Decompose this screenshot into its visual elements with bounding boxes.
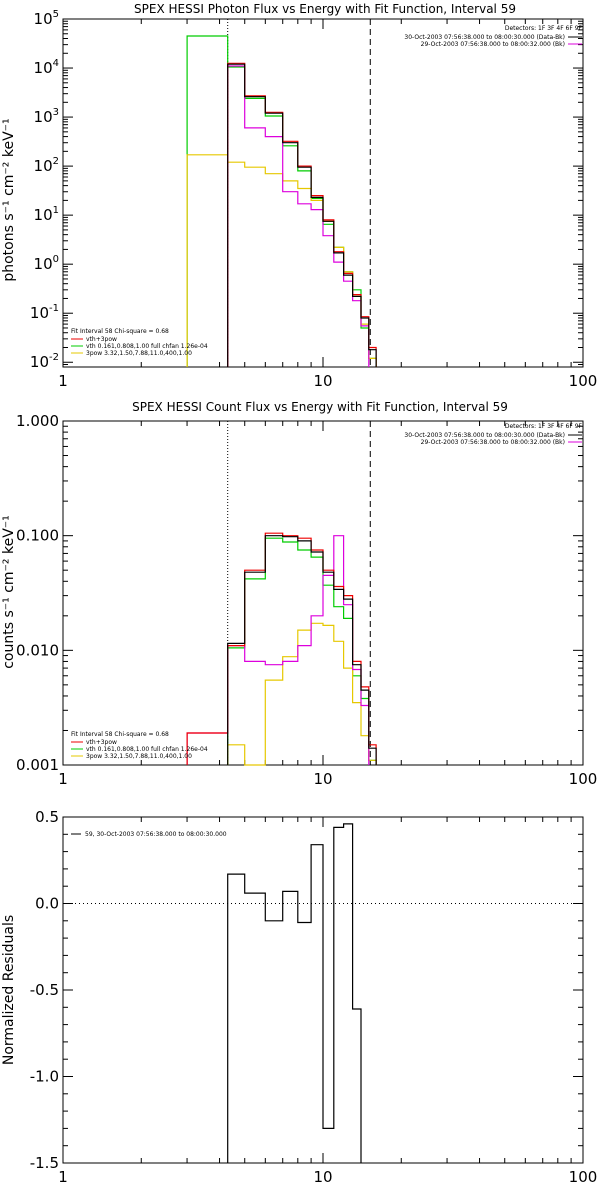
- count-legend-bk: 29-Oct-2003 07:56:38.000 to 08:00:32.000…: [421, 439, 565, 446]
- count-fit-green: vth 0.161,0.808,1.00 full chfan 1.26e-04: [86, 746, 208, 753]
- photon-y-axis-title: photons s⁻¹ cm⁻² keV⁻¹: [1, 118, 17, 281]
- residuals-x-tick-label: 1: [58, 1168, 68, 1186]
- photon-x-tick-label: 10: [313, 372, 332, 390]
- count-flux-panel: SPEX HESSI Count Flux vs Energy with Fit…: [1, 400, 597, 788]
- photon-fit-header: Fit Interval 58 Chi-square = 0.68: [71, 328, 169, 335]
- residuals-x-tick-label: 10: [313, 1168, 332, 1186]
- photon-series-black: [227, 63, 377, 367]
- photon-series-green: [186, 35, 377, 367]
- residuals-legend: 59, 30-Oct-2003 07:56:38.000 to 08:00:30…: [85, 831, 227, 838]
- residuals-y-tick-label: 0.0: [35, 895, 59, 913]
- photon-series-red: [227, 62, 377, 367]
- photon-flux-panel: SPEX HESSI Photon Flux vs Energy with Fi…: [1, 2, 597, 390]
- count-y-tick-label: 0.100: [16, 527, 59, 545]
- photon-fit-yellow: 3pow 3.32,1.50,7.88,11.0,400,1.00: [86, 350, 192, 357]
- photon-y-tick-label: 103: [34, 107, 59, 126]
- photon-legend-detectors: Detectors: 1F 3F 4F 6F 9F: [505, 25, 583, 32]
- count-chart-title: SPEX HESSI Count Flux vs Energy with Fit…: [132, 400, 508, 414]
- count-series-magenta: [186, 535, 370, 765]
- residuals-y-tick-label: -1.5: [30, 1154, 59, 1172]
- count-x-tick-label: 10: [313, 770, 332, 788]
- count-fit-header: Fit Interval 58 Chi-square = 0.68: [71, 731, 169, 738]
- photon-y-tick-label: 100: [34, 254, 59, 273]
- residuals-y-tick-label: -1.0: [30, 1068, 59, 1086]
- photon-y-tick-label: 102: [34, 156, 59, 175]
- photon-y-tick-label: 10-2: [30, 352, 59, 371]
- photon-series-magenta: [227, 65, 370, 367]
- count-fit-yellow: 3pow 3.32,1.50,7.88,11.0,400,1.00: [86, 753, 192, 760]
- count-x-tick-label: 1: [58, 770, 68, 788]
- photon-x-tick-label: 1: [58, 372, 68, 390]
- photon-y-tick-label: 104: [34, 58, 59, 77]
- residuals-y-axis-title: Normalized Residuals: [1, 915, 17, 1065]
- count-series-red: [186, 532, 377, 765]
- count-y-tick-label: 0.001: [16, 756, 59, 774]
- count-y-tick-label: 1.000: [16, 412, 59, 430]
- photon-y-tick-label: 105: [34, 9, 59, 28]
- photon-fit-red: vth+3pow: [86, 336, 117, 343]
- photon-y-tick-label: 101: [34, 205, 59, 224]
- count-series-black: [227, 535, 377, 765]
- photon-series-yellow: [186, 154, 377, 367]
- photon-legend-bk: 29-Oct-2003 07:56:38.000 to 08:00:32.000…: [421, 41, 565, 48]
- photon-fit-green: vth 0.161,0.808,1.00 full chfan 1.26e-04: [86, 343, 208, 350]
- residuals-panel: Normalized Residuals 1 10 100 0.5 0.0 -0.5 -1.…: [1, 808, 597, 1186]
- residuals-x-tick-label: 100: [569, 1168, 598, 1186]
- residuals-y-tick-label: -0.5: [30, 981, 59, 999]
- count-y-axis-title: counts s⁻¹ cm⁻² keV⁻¹: [1, 515, 17, 669]
- count-x-tick-label: 100: [569, 770, 598, 788]
- residuals-y-tick-label: 0.5: [35, 808, 59, 826]
- photon-x-tick-label: 100: [569, 372, 598, 390]
- photon-chart-title: SPEX HESSI Photon Flux vs Energy with Fi…: [134, 2, 516, 16]
- photon-legend-databk: 30-Oct-2003 07:56:38.000 to 08:00:30.000…: [404, 34, 565, 41]
- photon-y-tick-label: 10-1: [30, 303, 59, 322]
- photon-plot-frame: [62, 18, 584, 368]
- count-fit-red: vth+3pow: [86, 739, 117, 746]
- count-series-yellow: [227, 622, 377, 766]
- residuals-series-black: [227, 823, 362, 1163]
- count-legend-detectors: Detectors: 1F 3F 4F 6F 9F: [505, 423, 583, 430]
- count-legend-databk: 30-Oct-2003 07:56:38.000 to 08:00:30.000…: [404, 432, 565, 439]
- count-y-tick-label: 0.010: [16, 641, 59, 659]
